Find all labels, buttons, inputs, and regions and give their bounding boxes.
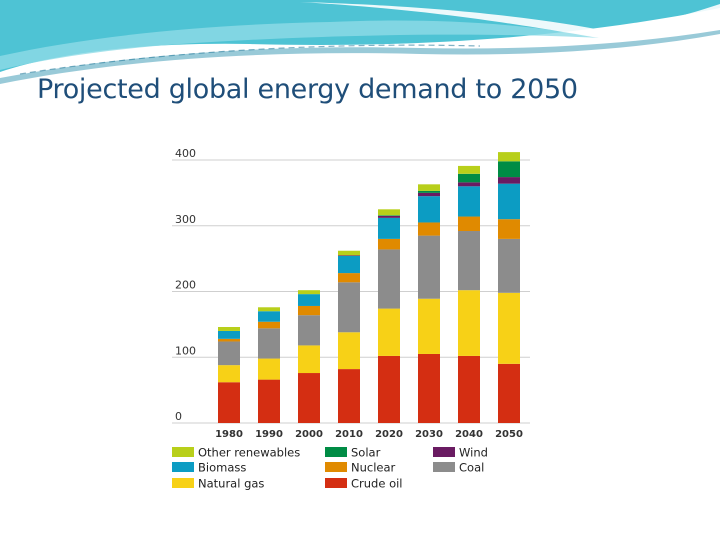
bar-2030-wind [418, 192, 440, 197]
decorative-wave-banner [0, 0, 720, 84]
legend-swatch-solar [325, 447, 347, 457]
legend-label-biomass: Biomass [198, 461, 246, 475]
bar-2010-natural-gas [338, 332, 360, 370]
legend-swatch-wind [433, 447, 455, 457]
legend-label-nuclear: Nuclear [351, 461, 396, 475]
bar-2030-solar [418, 190, 440, 193]
chart-legend: Other renewables Solar Wind Biomass Nuclear C… [172, 446, 488, 491]
bar-1980-crude-oil [218, 382, 240, 423]
slide-title: Projected global energy demand to 2050 [37, 74, 578, 105]
bar-2020-other-renewables [378, 209, 400, 216]
bar-2000-nuclear [298, 305, 320, 316]
bar-2000-other-renewables [298, 290, 320, 295]
x-tick-label-2000: 2000 [295, 429, 323, 440]
legend-label-coal: Coal [459, 461, 484, 475]
legend-label-solar: Solar [351, 446, 381, 460]
bar-2010-nuclear [338, 273, 360, 283]
y-tick-label-300: 300 [175, 213, 196, 226]
bar-1990-nuclear [258, 321, 280, 329]
bar-2000-coal [298, 315, 320, 346]
legend-swatch-other-renewables [172, 447, 194, 457]
y-tick-label-0: 0 [175, 410, 182, 423]
stacked-bar-chart: 0 100 200 300 400 1980 1990 2000 2010 2020 2030 20… [172, 147, 530, 491]
bar-2030-coal [418, 235, 440, 299]
bar-2000-natural-gas [298, 345, 320, 374]
legend-swatch-crude-oil [325, 478, 347, 488]
bar-2010-crude-oil [338, 369, 360, 423]
legend-swatch-coal [433, 462, 455, 472]
y-tick-label-100: 100 [175, 344, 196, 357]
bar-2050-crude-oil [498, 363, 520, 423]
bar-2020-crude-oil [378, 355, 400, 423]
x-tick-label-2030: 2030 [415, 429, 443, 440]
x-axis-ticks: 1980 1990 2000 2010 2020 2030 2040 2050 [215, 429, 523, 440]
bar-2030-crude-oil [418, 353, 440, 423]
legend-label-other-renewables: Other renewables [198, 446, 300, 460]
bar-2010-other-renewables [338, 250, 360, 256]
bar-2010-wind [338, 255, 360, 256]
legend-label-wind: Wind [459, 446, 488, 460]
bar-2050-coal [498, 238, 520, 293]
bar-2000-crude-oil [298, 373, 320, 423]
bar-2040-wind [458, 182, 480, 187]
legend-label-natural-gas: Natural gas [198, 477, 264, 491]
bar-1980-coal [218, 341, 240, 366]
bar-2050-other-renewables [498, 152, 520, 162]
bar-1980-natural-gas [218, 365, 240, 383]
x-tick-label-2020: 2020 [375, 429, 403, 440]
legend-swatch-biomass [172, 462, 194, 472]
bar-2040-biomass [458, 186, 480, 217]
bar-2030-nuclear [418, 222, 440, 236]
y-axis-ticks: 0 100 200 300 400 [175, 147, 196, 423]
bar-2040-nuclear [458, 216, 480, 232]
bar-2050-natural-gas [498, 292, 520, 364]
y-tick-label-200: 200 [175, 279, 196, 292]
bar-2050-wind [498, 177, 520, 184]
bar-1990-natural-gas [258, 358, 280, 380]
bar-2020-solar [378, 215, 400, 216]
bar-1990-other-renewables [258, 307, 280, 312]
bar-1980-biomass [218, 330, 240, 339]
y-tick-label-400: 400 [175, 147, 196, 160]
legend-label-crude-oil: Crude oil [351, 477, 403, 491]
x-tick-label-2050: 2050 [495, 429, 523, 440]
bar-2040-crude-oil [458, 355, 480, 423]
bar-1990-crude-oil [258, 379, 280, 423]
bar-1990-coal [258, 328, 280, 359]
bar-1990-biomass [258, 311, 280, 322]
x-tick-label-1990: 1990 [255, 429, 283, 440]
bar-2050-solar [498, 161, 520, 178]
bar-2020-natural-gas [378, 308, 400, 356]
bar-2030-natural-gas [418, 298, 440, 354]
bar-2030-biomass [418, 196, 440, 223]
bar-2040-coal [458, 231, 480, 291]
legend-swatch-natural-gas [172, 478, 194, 488]
bar-2030-other-renewables [418, 184, 440, 191]
bar-2040-other-renewables [458, 165, 480, 174]
x-tick-label-1980: 1980 [215, 429, 243, 440]
bar-2020-wind [378, 215, 400, 218]
x-tick-label-2010: 2010 [335, 429, 363, 440]
bar-2040-solar [458, 173, 480, 183]
bar-2000-biomass [298, 294, 320, 306]
legend-swatch-nuclear [325, 462, 347, 472]
bar-1980-other-renewables [218, 327, 240, 331]
bar-2020-nuclear [378, 238, 400, 250]
bar-2020-coal [378, 249, 400, 309]
x-tick-label-2040: 2040 [455, 429, 483, 440]
bar-2020-biomass [378, 217, 400, 239]
bar-2010-coal [338, 282, 360, 333]
bar-1980-nuclear [218, 338, 240, 342]
bar-2050-biomass [498, 183, 520, 220]
bar-2010-biomass [338, 255, 360, 274]
bar-2050-nuclear [498, 219, 520, 239]
bar-2040-natural-gas [458, 290, 480, 356]
chart-bars [218, 152, 520, 423]
